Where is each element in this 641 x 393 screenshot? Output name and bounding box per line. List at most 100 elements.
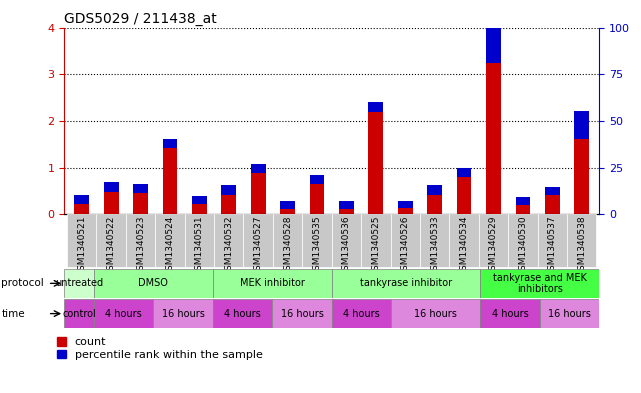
Text: GSM1340536: GSM1340536 xyxy=(342,216,351,276)
Text: GSM1340522: GSM1340522 xyxy=(106,216,115,276)
Text: GSM1340537: GSM1340537 xyxy=(548,216,557,276)
Text: MEK inhibitor: MEK inhibitor xyxy=(240,278,304,288)
Bar xyxy=(74,204,89,214)
Text: 4 hours: 4 hours xyxy=(492,309,528,319)
Text: GSM1340531: GSM1340531 xyxy=(195,216,204,276)
Bar xyxy=(213,269,332,298)
Text: GSM1340524: GSM1340524 xyxy=(165,216,174,276)
Bar xyxy=(280,201,295,209)
Bar xyxy=(540,299,599,328)
Bar xyxy=(480,299,540,328)
Bar xyxy=(574,139,589,214)
Bar xyxy=(244,214,273,267)
Text: GSM1340538: GSM1340538 xyxy=(577,216,586,276)
Bar xyxy=(192,196,207,204)
Bar xyxy=(64,299,94,328)
Text: GSM1340529: GSM1340529 xyxy=(489,216,498,276)
Bar xyxy=(221,185,236,195)
Bar xyxy=(398,208,413,214)
Bar xyxy=(508,214,538,267)
Bar xyxy=(398,201,413,208)
Bar xyxy=(339,209,354,214)
Text: GSM1340527: GSM1340527 xyxy=(254,216,263,276)
Bar xyxy=(538,214,567,267)
Bar xyxy=(310,184,324,214)
Bar xyxy=(213,299,272,328)
Bar xyxy=(251,173,265,214)
Bar xyxy=(332,269,480,298)
Text: tankyrase inhibitor: tankyrase inhibitor xyxy=(360,278,452,288)
Bar xyxy=(94,269,213,298)
Bar xyxy=(163,139,178,148)
Text: GSM1340528: GSM1340528 xyxy=(283,216,292,276)
Bar xyxy=(310,174,324,184)
Text: DMSO: DMSO xyxy=(138,278,168,288)
Bar xyxy=(94,299,153,328)
Text: GSM1340530: GSM1340530 xyxy=(519,216,528,276)
Bar xyxy=(104,192,119,214)
Bar xyxy=(332,214,361,267)
Bar xyxy=(126,214,155,267)
Bar xyxy=(428,195,442,214)
Bar xyxy=(192,204,207,214)
Bar xyxy=(428,185,442,195)
Bar xyxy=(339,201,354,209)
Text: untreated: untreated xyxy=(55,278,103,288)
Text: 16 hours: 16 hours xyxy=(414,309,457,319)
Text: GSM1340525: GSM1340525 xyxy=(371,216,380,276)
Bar xyxy=(449,214,479,267)
Bar xyxy=(67,214,96,267)
Bar xyxy=(369,112,383,214)
Text: protocol: protocol xyxy=(1,278,44,288)
Text: GSM1340521: GSM1340521 xyxy=(78,216,87,276)
Bar xyxy=(214,214,244,267)
Text: GSM1340535: GSM1340535 xyxy=(313,216,322,276)
Bar xyxy=(545,195,560,214)
Text: 16 hours: 16 hours xyxy=(162,309,204,319)
Bar xyxy=(480,269,599,298)
Bar xyxy=(104,182,119,192)
Text: 4 hours: 4 hours xyxy=(343,309,380,319)
Text: GSM1340526: GSM1340526 xyxy=(401,216,410,276)
Bar xyxy=(155,214,185,267)
Text: GSM1340533: GSM1340533 xyxy=(430,216,439,276)
Bar xyxy=(486,16,501,62)
Bar xyxy=(163,148,178,214)
Text: tankyrase and MEK
inhibitors: tankyrase and MEK inhibitors xyxy=(493,273,587,294)
Bar xyxy=(456,167,471,177)
Bar xyxy=(133,193,148,214)
Text: 4 hours: 4 hours xyxy=(224,309,261,319)
Bar xyxy=(185,214,214,267)
Bar xyxy=(391,299,480,328)
Bar xyxy=(64,269,94,298)
Text: GSM1340523: GSM1340523 xyxy=(136,216,145,276)
Text: control: control xyxy=(62,309,96,319)
Bar xyxy=(420,214,449,267)
Bar xyxy=(303,214,332,267)
Bar xyxy=(153,299,213,328)
Bar xyxy=(272,299,332,328)
Bar xyxy=(567,214,596,267)
Bar xyxy=(273,214,303,267)
Text: GSM1340532: GSM1340532 xyxy=(224,216,233,276)
Bar xyxy=(133,184,148,193)
Bar xyxy=(251,164,265,173)
Text: 4 hours: 4 hours xyxy=(105,309,142,319)
Bar xyxy=(361,214,390,267)
Text: 16 hours: 16 hours xyxy=(281,309,324,319)
Legend: count, percentile rank within the sample: count, percentile rank within the sample xyxy=(57,337,262,360)
Bar xyxy=(515,205,530,214)
Bar xyxy=(390,214,420,267)
Text: time: time xyxy=(1,309,25,319)
Bar xyxy=(280,209,295,214)
Text: GSM1340534: GSM1340534 xyxy=(460,216,469,276)
Bar xyxy=(221,195,236,214)
Bar xyxy=(545,187,560,195)
Bar xyxy=(574,110,589,139)
Bar xyxy=(515,197,530,205)
Bar xyxy=(456,177,471,214)
Bar xyxy=(74,195,89,204)
Text: GDS5029 / 211438_at: GDS5029 / 211438_at xyxy=(64,12,217,26)
Bar xyxy=(96,214,126,267)
Text: 16 hours: 16 hours xyxy=(548,309,591,319)
